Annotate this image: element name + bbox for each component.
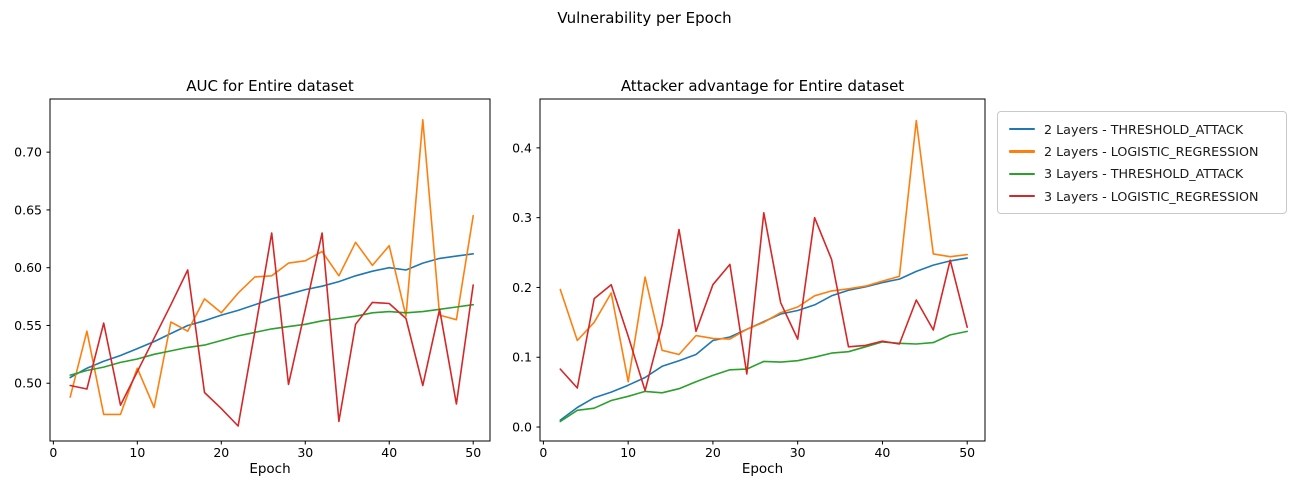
advantage-chart-line-3-layers-logistic-regression <box>559 212 969 392</box>
auc-chart-x-tick-label: 30 <box>297 445 313 460</box>
advantage-chart-y-tick-label: 0.3 <box>512 210 532 225</box>
auc-chart-axes-frame <box>49 98 491 442</box>
figure-suptitle: Vulnerability per Epoch <box>557 9 732 27</box>
advantage-chart-y-tick-label: 0.4 <box>512 140 532 155</box>
auc-chart-line-3-layers-threshold-attack <box>69 303 475 376</box>
auc-chart-y-tick-label: 0.60 <box>14 260 42 275</box>
legend-entry-3-layers-logistic-regression: 3 Layers - LOGISTIC_REGRESSION <box>1007 185 1276 207</box>
legend: 2 Layers - THRESHOLD_ATTACK 2 Layers - LO… <box>997 111 1287 215</box>
legend-entry-2-layers-logistic-regression: 2 Layers - LOGISTIC_REGRESSION <box>1007 140 1276 162</box>
legend-line-swatch-2-layers-logistic-regression <box>1009 150 1035 153</box>
advantage-chart-x-tick-label: 20 <box>705 445 721 460</box>
legend-entry-3-layers-threshold-attack: 3 Layers - THRESHOLD_ATTACK <box>1007 163 1276 185</box>
advantage-chart-y-tick-label: 0.0 <box>512 420 532 435</box>
legend-entry-2-layers-threshold-attack: 2 Layers - THRESHOLD_ATTACK <box>1007 118 1276 140</box>
advantage-chart-x-tick-label: 0 <box>539 445 547 460</box>
auc-chart-x-tick-label: 10 <box>129 445 145 460</box>
auc-chart-y-tick-label: 0.50 <box>14 376 42 391</box>
auc-chart-y-tick-label: 0.65 <box>14 202 42 217</box>
legend-label: 3 Layers - THRESHOLD_ATTACK <box>1044 166 1244 182</box>
advantage-chart-title: Attacker advantage for Entire dataset <box>620 77 905 95</box>
advantage-chart-xlabel: Epoch <box>741 461 784 477</box>
auc-chart-x-tick-label: 40 <box>381 445 397 460</box>
auc-chart-x-tick-label: 50 <box>465 445 481 460</box>
advantage-chart-line-2-layers-logistic-regression <box>559 119 969 383</box>
advantage-chart-x-tick-label: 40 <box>874 445 890 460</box>
advantage-chart-line-2-layers-threshold-attack <box>559 257 969 421</box>
auc-chart-x-tick-label: 0 <box>49 445 57 460</box>
auc-chart-x-tick-label: 20 <box>213 445 229 460</box>
auc-chart-line-2-layers-logistic-regression <box>69 119 475 416</box>
auc-chart-title: AUC for Entire dataset <box>186 77 354 95</box>
advantage-chart-y-tick-label: 0.2 <box>512 280 532 295</box>
advantage-chart-x-tick-label: 30 <box>790 445 806 460</box>
legend-line-swatch-3-layers-threshold-attack <box>1009 172 1035 175</box>
auc-chart-line-3-layers-logistic-regression <box>69 232 475 427</box>
legend-line-swatch-2-layers-threshold-attack <box>1009 127 1035 131</box>
legend-line-swatch-3-layers-logistic-regression <box>1009 194 1035 198</box>
advantage-chart-axes-frame <box>539 98 986 442</box>
advantage-chart-y-tick-label: 0.1 <box>512 350 532 365</box>
auc-chart-line-2-layers-threshold-attack <box>69 253 475 379</box>
legend-label: 2 Layers - THRESHOLD_ATTACK <box>1044 121 1244 137</box>
auc-chart-xlabel: Epoch <box>249 461 291 477</box>
auc-chart-y-tick-label: 0.70 <box>14 145 42 160</box>
advantage-chart-x-tick-label: 50 <box>959 445 975 460</box>
advantage-chart-x-tick-label: 10 <box>620 445 636 460</box>
legend-label: 3 Layers - LOGISTIC_REGRESSION <box>1044 188 1259 204</box>
legend-label: 2 Layers - LOGISTIC_REGRESSION <box>1044 143 1259 159</box>
auc-chart-y-tick-label: 0.55 <box>14 318 42 333</box>
